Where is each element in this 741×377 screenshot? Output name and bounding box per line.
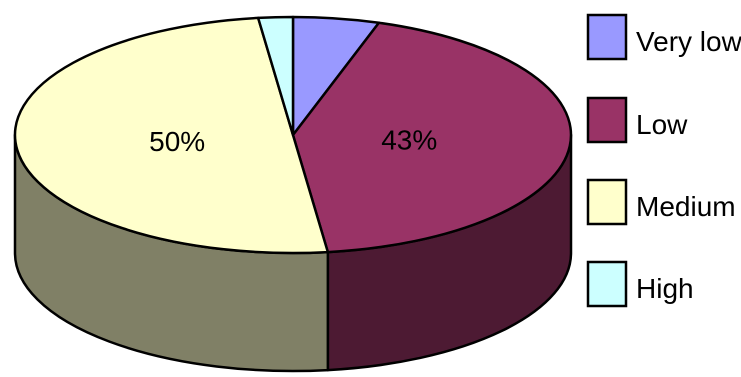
legend-swatch-medium — [586, 178, 628, 226]
legend-swatch-very-low — [586, 13, 628, 61]
legend-swatch-low — [586, 96, 628, 144]
data-label-low: 43% — [381, 125, 437, 156]
legend-label-low: Low — [636, 109, 688, 140]
legend-label-high: High — [636, 273, 694, 304]
pie-slice-high — [256, 15, 295, 137]
pie-slice-low — [291, 21, 573, 254]
pie-top-layer — [13, 15, 573, 255]
legend-label-very-low: Very low — [636, 26, 741, 57]
legend-swatch-high — [586, 260, 628, 308]
data-label-medium: 50% — [149, 126, 205, 157]
legend: Very low Low Medium High — [586, 13, 741, 308]
pie-slice-medium — [13, 16, 330, 255]
pie-label-layer: 43% 50% — [149, 125, 437, 158]
legend-label-medium: Medium — [636, 191, 736, 222]
